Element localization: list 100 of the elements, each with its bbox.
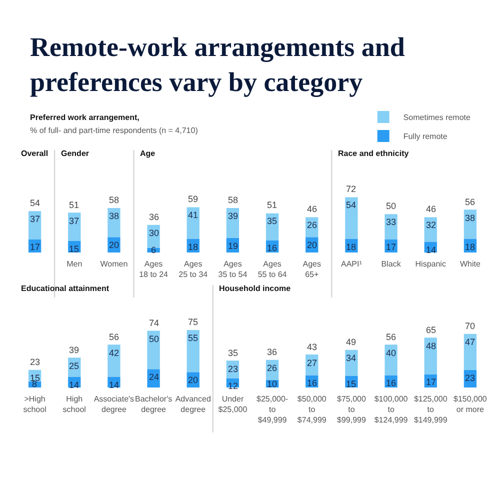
- total-label: 46: [307, 204, 318, 214]
- bar: [384, 344, 398, 376]
- data-label: 23: [228, 364, 238, 374]
- x-tick-label: White: [460, 260, 481, 268]
- total-label: 46: [426, 204, 436, 214]
- data-label: 15: [346, 379, 356, 389]
- total-label: 75: [188, 317, 198, 327]
- total-label: 49: [346, 337, 356, 347]
- data-label: 48: [426, 341, 436, 351]
- data-label: 54: [346, 200, 356, 210]
- bar: [147, 330, 160, 370]
- x-tick-label: $125,000 to $149,999: [414, 394, 448, 424]
- data-label: 38: [465, 213, 476, 223]
- bar: [108, 344, 120, 377]
- x-tick-label: Advanced degree: [175, 394, 211, 414]
- x-tick-label: $50,000 to $74,999: [297, 394, 327, 424]
- x-tick-label: Ages 25 to 34: [178, 260, 208, 279]
- data-label: 17: [30, 242, 40, 252]
- x-tick-label: Ages 55 to 64: [258, 260, 288, 279]
- x-tick-label: Under $25,000: [218, 394, 248, 414]
- bar: [186, 207, 200, 239]
- x-tick-label: $100,000 to $124,999: [374, 394, 408, 424]
- bar: [424, 338, 437, 374]
- x-tick-label: AAPI¹: [341, 260, 362, 268]
- data-label: 33: [386, 217, 396, 227]
- total-label: 51: [267, 200, 278, 210]
- data-label: 37: [30, 214, 40, 224]
- total-label: 58: [109, 195, 120, 205]
- total-label: 23: [30, 357, 40, 367]
- data-label: 42: [109, 348, 120, 358]
- x-tick-label: Associate's degree: [94, 394, 134, 414]
- bar: [186, 330, 200, 372]
- data-label: 50: [149, 334, 160, 344]
- total-label: 56: [386, 332, 396, 342]
- data-label: 20: [109, 240, 120, 250]
- data-label: 27: [307, 358, 318, 368]
- data-label: 25: [69, 361, 80, 371]
- bar: [345, 197, 358, 239]
- data-label: 18: [465, 242, 476, 252]
- data-label: 35: [267, 216, 278, 226]
- x-tick-label: $150,000 or more: [454, 394, 488, 414]
- data-label: 23: [465, 373, 476, 383]
- x-tick-label: $25,000- to $49,999: [256, 394, 288, 424]
- chart-title: Educational attainment: [21, 284, 110, 293]
- legend-label: Sometimes remote: [403, 113, 472, 122]
- total-label: 72: [346, 184, 356, 194]
- legend-label: Fully remote: [403, 132, 448, 142]
- data-label: 14: [69, 380, 80, 390]
- x-tick-label: Women: [100, 260, 128, 268]
- data-label: 10: [267, 379, 278, 389]
- text: % of full- and part-time respondents (n = 4,710): [30, 126, 198, 135]
- bar: [384, 214, 398, 240]
- data-label: 16: [307, 378, 318, 388]
- x-tick-label: Black: [381, 260, 402, 268]
- x-tick-label: >High school: [23, 394, 47, 414]
- x-tick-label: Ages 18 to 24: [139, 260, 169, 279]
- total-label: 58: [228, 195, 238, 205]
- data-label: 40: [386, 348, 396, 358]
- text: Remote-work arrangements and preferences vary by category: [30, 32, 405, 98]
- chart-title: Race and ethnicity: [338, 149, 410, 158]
- total-label: 70: [465, 321, 476, 331]
- total-label: 51: [69, 200, 80, 210]
- bar: [464, 334, 477, 370]
- data-label: 20: [307, 240, 318, 250]
- data-label: 18: [188, 242, 198, 252]
- bar: [68, 212, 81, 241]
- chart-title: Household income: [219, 284, 292, 293]
- data-label: 34: [346, 353, 356, 363]
- total-label: 56: [465, 197, 476, 207]
- data-label: 55: [188, 333, 198, 343]
- data-label: 16: [386, 378, 396, 388]
- x-tick-label: $75,000 to $99,999: [336, 394, 366, 424]
- total-label: 43: [307, 342, 318, 352]
- data-label: 39: [228, 211, 238, 221]
- total-label: 35: [228, 348, 238, 358]
- data-label: 6: [151, 245, 156, 255]
- total-label: 65: [426, 325, 436, 335]
- data-label: 15: [69, 244, 80, 254]
- data-label: 41: [188, 210, 198, 220]
- x-tick-label: High school: [62, 394, 86, 414]
- total-label: 36: [149, 212, 160, 222]
- total-label: 50: [386, 201, 396, 211]
- data-label: 15: [30, 373, 40, 383]
- data-label: 32: [426, 220, 436, 230]
- data-label: 14: [109, 380, 120, 390]
- x-tick-label: Hispanic: [415, 260, 446, 268]
- total-label: 56: [109, 332, 120, 342]
- data-label: 16: [267, 243, 278, 253]
- data-label: 47: [465, 337, 476, 347]
- data-label: 20: [188, 375, 198, 385]
- data-label: 14: [426, 245, 436, 255]
- data-label: 30: [149, 228, 160, 238]
- data-label: 37: [69, 216, 80, 226]
- chart-title: Overall: [21, 149, 48, 158]
- text: Preferred work arrangement,: [30, 113, 140, 122]
- data-label: 38: [109, 211, 120, 221]
- bar: [345, 350, 358, 376]
- data-label: 17: [386, 242, 396, 252]
- total-label: 36: [267, 347, 278, 357]
- x-tick-label: Bachelor's degree: [134, 394, 172, 414]
